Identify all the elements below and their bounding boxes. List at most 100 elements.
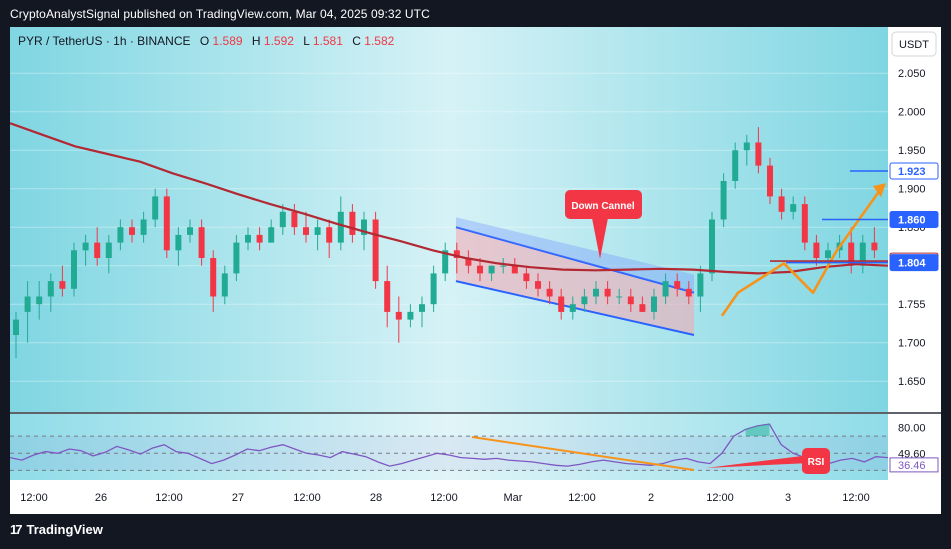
candle-body <box>395 311 402 320</box>
projection-path <box>720 186 884 317</box>
candle-body <box>36 296 43 305</box>
low-label: L <box>303 34 310 48</box>
candle-body <box>825 250 831 258</box>
currency-label: USDT <box>899 39 929 51</box>
time-tick-label: 12:00 <box>706 492 734 504</box>
high-label: H <box>252 34 261 48</box>
publisher-line: CryptoAnalystSignal published on Trading… <box>10 7 430 21</box>
candlestick-chart[interactable]: Down Cannel PYR / TetherUS · 1h · BINANC… <box>10 27 941 514</box>
price-tag-label: 1.804 <box>898 258 926 270</box>
candle-body <box>268 227 275 243</box>
rsi-callout-pointer <box>706 455 810 468</box>
candle-body <box>47 281 54 297</box>
candle-body <box>442 250 449 274</box>
candle-body <box>778 196 785 212</box>
candle-body <box>337 211 344 243</box>
candle-body <box>732 150 739 181</box>
candle-body <box>639 304 646 312</box>
rsi-pane <box>10 423 889 471</box>
price-tick-label: 1.950 <box>898 145 926 157</box>
channel-label: Down Cannel <box>565 190 642 259</box>
candle-body <box>94 242 101 258</box>
channel-upper-band <box>456 217 694 293</box>
tradingview-icon: 17 <box>10 522 23 537</box>
currency-button[interactable]: USDT <box>891 31 937 57</box>
rsi-tag-label: 80.00 <box>898 423 926 435</box>
candle-body <box>651 296 657 312</box>
time-tick-label: 12:00 <box>20 492 48 504</box>
candle-body <box>105 242 112 258</box>
symbol-legend: PYR / TetherUS · 1h · BINANCE O 1.589 H … <box>18 34 395 48</box>
candle-body <box>221 273 228 297</box>
candle-body <box>569 304 576 312</box>
grid-lines <box>10 72 888 382</box>
candle-body <box>755 142 762 166</box>
candle-body <box>117 227 124 243</box>
candle-body <box>604 288 611 297</box>
time-tick-label: 12:00 <box>430 492 458 504</box>
candle-body <box>627 296 634 305</box>
time-tick-label: 3 <box>785 492 791 504</box>
candle-body <box>82 242 89 251</box>
candle-body <box>198 227 205 258</box>
rsi-tag-box <box>889 457 939 473</box>
rsi-label: RSI <box>808 457 825 468</box>
projection-arrowhead <box>873 183 886 198</box>
price-tick-label: 1.900 <box>898 184 926 196</box>
price-tick-label: 1.650 <box>898 376 926 388</box>
symbol-name: PYR / TetherUS · 1h · BINANCE <box>18 34 191 48</box>
candle-body <box>210 258 217 297</box>
chart-area[interactable]: Down Cannel PYR / TetherUS · 1h · BINANC… <box>10 27 941 514</box>
time-tick-label: 12:00 <box>155 492 183 504</box>
candles-group <box>13 127 878 359</box>
candle-body <box>593 288 599 297</box>
price-tag-label: 1.860 <box>898 215 926 227</box>
rsi-line <box>10 423 889 467</box>
candle-body <box>419 304 425 312</box>
candle-body <box>697 273 704 297</box>
price-axis[interactable]: 2.0502.0001.9501.9001.8501.8001.7551.700… <box>898 68 926 388</box>
candle-body <box>790 204 797 212</box>
candle-body <box>813 242 820 258</box>
candle-body <box>326 227 333 243</box>
candle-body <box>279 211 286 228</box>
candle-body <box>546 288 553 297</box>
rsi-label-badge: RSI <box>802 448 830 474</box>
tradingview-logo[interactable]: 17 TradingView <box>10 522 103 537</box>
candle-body <box>71 250 77 289</box>
candle-body <box>674 281 681 289</box>
close-value: 1.582 <box>364 34 394 48</box>
candle-body <box>453 250 460 258</box>
price-tag-box <box>889 211 939 228</box>
candle-body <box>140 219 147 235</box>
time-scale-background <box>10 480 941 514</box>
time-axis[interactable]: 12:00 26 12:00 27 12:00 28 12:00 Mar 12:00 2 12:00… <box>20 492 870 504</box>
candle-body <box>152 196 159 220</box>
price-tag-box <box>889 162 939 180</box>
candle-body <box>291 211 298 228</box>
time-tick-label: 27 <box>232 492 244 504</box>
close-label: C <box>352 34 361 48</box>
price-tag-label: 1.923 <box>898 166 926 178</box>
candle-body <box>720 181 727 220</box>
time-tick-label: 28 <box>370 492 382 504</box>
candle-body <box>871 242 878 251</box>
time-tick-label: 12:00 <box>842 492 870 504</box>
candle-body <box>245 234 251 243</box>
time-tick-label: 26 <box>95 492 107 504</box>
candle-body <box>709 219 715 274</box>
candle-body <box>407 311 414 320</box>
candle-body <box>256 234 263 243</box>
candle-body <box>558 296 565 312</box>
candle-body <box>349 211 356 235</box>
channel-label-text: Down Cannel <box>571 201 635 212</box>
candle-body <box>314 227 321 235</box>
candle-body <box>685 288 692 297</box>
rsi-tag-label: 36.46 <box>898 460 926 472</box>
open-value: 1.589 <box>213 34 243 48</box>
candle-body <box>465 258 472 266</box>
rsi-overbought-fill <box>745 424 770 437</box>
candle-body <box>361 219 367 235</box>
